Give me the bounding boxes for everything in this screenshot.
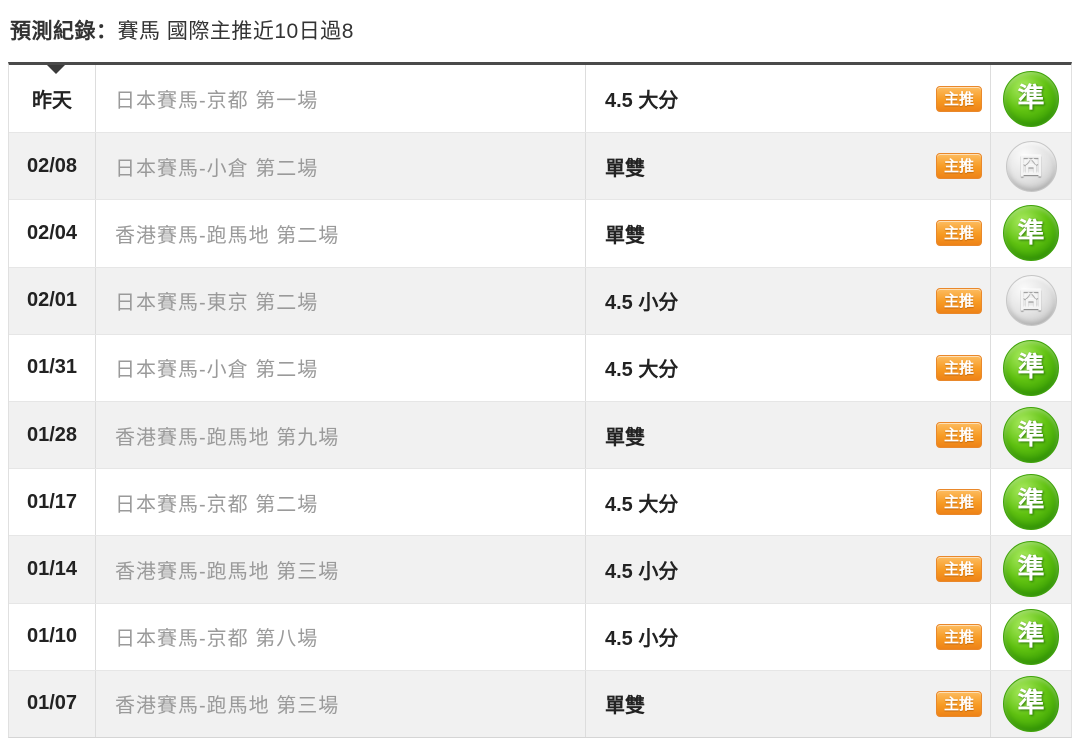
row-result: 準 (991, 671, 1071, 737)
table-row[interactable]: 01/28 香港賽馬-跑馬地 第九場 單雙 主推 準 (9, 400, 1071, 469)
table-row[interactable]: 01/31 日本賽馬-小倉 第二場 4.5 大分 主推 準 (9, 333, 1071, 401)
table-row[interactable]: 昨天 日本賽馬-京都 第一場 4.5 大分 主推 準 (9, 65, 1071, 133)
row-prediction-text: 4.5 大分 (605, 90, 679, 113)
row-prediction: 4.5 大分 主推 (586, 469, 991, 536)
row-date: 02/04 (9, 200, 96, 267)
row-prediction-text: 4.5 大分 (605, 493, 679, 516)
result-hit-icon: 準 (1003, 608, 1059, 665)
row-date: 01/31 (9, 334, 96, 401)
result-miss-icon: 囧 (1005, 275, 1057, 327)
table-row[interactable]: 01/17 日本賽馬-京都 第二場 4.5 大分 主推 準 (9, 468, 1071, 536)
result-hit-icon: 準 (1003, 474, 1059, 531)
row-prediction-text: 4.5 小分 (605, 292, 679, 315)
result-hit-icon: 準 (1003, 339, 1059, 396)
page-title: 預測紀錄：賽馬 國際主推近10日過8 (0, 0, 1080, 62)
row-date: 昨天 (9, 65, 96, 133)
row-prediction-text: 單雙 (605, 224, 645, 247)
main-pick-badge: 主推 (935, 690, 982, 717)
table-row[interactable]: 02/01 日本賽馬-東京 第二場 4.5 小分 主推 囧 (9, 266, 1071, 334)
main-pick-badge: 主推 (935, 556, 982, 583)
main-pick-badge: 主推 (935, 153, 982, 180)
result-hit-icon: 準 (1003, 205, 1059, 262)
main-pick-badge: 主推 (935, 623, 982, 650)
row-match-name: 香港賽馬-跑馬地 第三場 (96, 670, 586, 737)
row-match-name: 日本賽馬-小倉 第二場 (96, 133, 586, 200)
row-prediction: 單雙 主推 (586, 200, 991, 267)
row-match-name: 日本賽馬-東京 第二場 (96, 267, 586, 334)
row-prediction: 4.5 大分 主推 (586, 65, 991, 133)
table-row[interactable]: 01/07 香港賽馬-跑馬地 第三場 單雙 主推 準 (9, 669, 1071, 737)
row-date: 01/17 (9, 469, 96, 536)
result-hit-icon: 準 (1003, 407, 1059, 464)
result-miss-icon: 囧 (1005, 140, 1057, 192)
row-prediction-text: 單雙 (605, 157, 645, 180)
row-result: 囧 (991, 133, 1071, 199)
current-row-pointer-icon (47, 65, 65, 74)
result-hit-icon: 準 (1003, 541, 1059, 598)
row-prediction-text: 4.5 大分 (605, 359, 679, 382)
result-hit-icon: 準 (1003, 675, 1059, 732)
row-date: 01/10 (9, 603, 96, 670)
row-prediction-text: 單雙 (605, 426, 645, 449)
page-title-value: 賽馬 國際主推近10日過8 (117, 20, 354, 43)
row-date: 02/08 (9, 133, 96, 200)
row-result: 準 (991, 604, 1071, 670)
main-pick-badge: 主推 (935, 85, 982, 112)
prediction-record-table: 昨天 日本賽馬-京都 第一場 4.5 大分 主推 準 02/08 日本賽馬-小倉… (8, 62, 1072, 738)
main-pick-badge: 主推 (935, 220, 982, 247)
row-match-name: 香港賽馬-跑馬地 第二場 (96, 200, 586, 267)
row-match-name: 香港賽馬-跑馬地 第三場 (96, 536, 586, 603)
table-row[interactable]: 02/04 香港賽馬-跑馬地 第二場 單雙 主推 準 (9, 199, 1071, 267)
main-pick-badge: 主推 (935, 354, 982, 381)
row-result: 準 (991, 469, 1071, 535)
table-row[interactable]: 01/14 香港賽馬-跑馬地 第三場 4.5 小分 主推 準 (9, 535, 1071, 603)
row-result: 準 (991, 536, 1071, 602)
row-result: 準 (991, 200, 1071, 266)
row-prediction-text: 4.5 小分 (605, 628, 679, 651)
row-prediction: 4.5 小分 主推 (586, 603, 991, 670)
row-result: 囧 (991, 268, 1071, 334)
row-prediction: 4.5 小分 主推 (586, 267, 991, 334)
row-prediction: 單雙 主推 (586, 670, 991, 737)
row-prediction: 4.5 小分 主推 (586, 536, 991, 603)
row-prediction: 單雙 主推 (586, 401, 991, 469)
row-result: 準 (991, 65, 1071, 132)
row-match-name: 香港賽馬-跑馬地 第九場 (96, 401, 586, 469)
main-pick-badge: 主推 (935, 287, 982, 314)
table-row[interactable]: 02/08 日本賽馬-小倉 第二場 單雙 主推 囧 (9, 132, 1071, 200)
row-match-name: 日本賽馬-京都 第八場 (96, 603, 586, 670)
row-date: 01/14 (9, 536, 96, 603)
row-match-name: 日本賽馬-京都 第一場 (96, 65, 586, 133)
page-title-label: 預測紀錄： (10, 20, 118, 43)
row-date: 01/07 (9, 670, 96, 737)
row-prediction: 4.5 大分 主推 (586, 334, 991, 401)
row-match-name: 日本賽馬-京都 第二場 (96, 469, 586, 536)
row-date: 02/01 (9, 267, 96, 334)
row-result: 準 (991, 335, 1071, 401)
main-pick-badge: 主推 (935, 422, 982, 449)
table-row[interactable]: 01/10 日本賽馬-京都 第八場 4.5 小分 主推 準 (9, 602, 1071, 670)
row-date: 01/28 (9, 401, 96, 469)
result-hit-icon: 準 (1003, 70, 1059, 127)
row-prediction-text: 4.5 小分 (605, 560, 679, 583)
row-result: 準 (991, 402, 1071, 468)
row-prediction-text: 單雙 (605, 695, 645, 718)
row-prediction: 單雙 主推 (586, 133, 991, 200)
row-match-name: 日本賽馬-小倉 第二場 (96, 334, 586, 401)
prediction-table-body: 昨天 日本賽馬-京都 第一場 4.5 大分 主推 準 02/08 日本賽馬-小倉… (9, 65, 1071, 737)
main-pick-badge: 主推 (935, 489, 982, 516)
